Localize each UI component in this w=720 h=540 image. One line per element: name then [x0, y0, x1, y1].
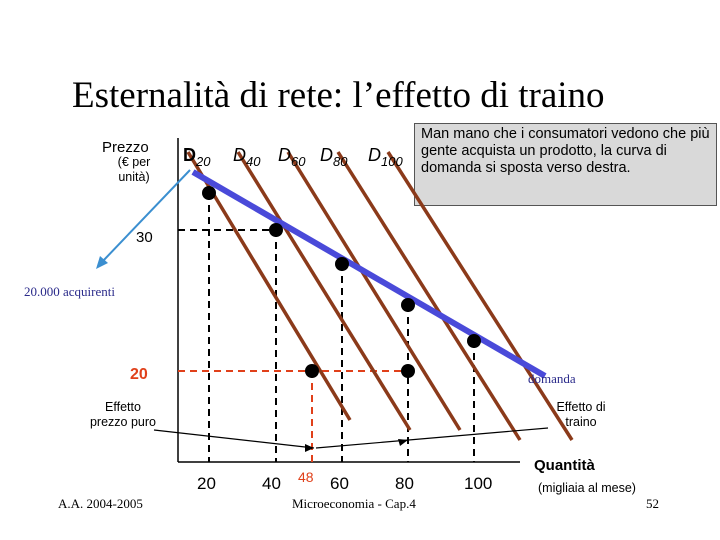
label-d20: D20 — [183, 145, 211, 169]
demand-curve-d60 — [286, 151, 462, 431]
bandwagon-effect-line — [315, 427, 549, 449]
slide-title: Esternalità di rete: l’effetto di traino — [72, 75, 605, 116]
demand-curve-d100 — [386, 151, 574, 441]
pure-price-effect-label: Effetto prezzo puro — [89, 400, 156, 429]
pure-effect-arrowhead — [305, 444, 314, 452]
market-demand-curve — [191, 169, 547, 379]
label-d80: D80 — [320, 145, 348, 169]
label-d60: D60 — [278, 145, 306, 169]
demand-curve-d40 — [236, 151, 412, 431]
point-d80 — [401, 298, 415, 312]
x-tick-60: 60 — [330, 474, 349, 493]
bandwagon-effect-label: Effetto di traino — [556, 400, 606, 429]
demand-curve-d20 — [186, 151, 352, 421]
label-d40: D40 — [233, 145, 261, 169]
x-axis-label: Quantità — [534, 457, 595, 474]
x-axis-unit: (migliaia al mese) — [538, 481, 636, 495]
point-d100 — [467, 334, 481, 348]
y-axis-label: Prezzo — [102, 139, 149, 156]
footer-course-year: A.A. 2004-2005 — [58, 496, 143, 511]
y-tick-30: 30 — [136, 229, 153, 246]
x-tick-48: 48 — [298, 469, 314, 485]
buyers-label: 20.000 acquirenti — [24, 284, 115, 299]
demand-curve-d80 — [336, 151, 522, 441]
demand-label: domanda — [528, 371, 576, 386]
x-tick-80: 80 — [395, 474, 414, 493]
footer-chapter: Microeconomia - Cap.4 — [292, 496, 416, 511]
label-d100: D100 — [368, 145, 403, 169]
pure-effect-line — [153, 429, 315, 449]
x-tick-20: 20 — [197, 474, 216, 493]
arrow-line — [101, 169, 191, 263]
point-d40 — [269, 223, 283, 237]
point-80-20 — [401, 364, 415, 378]
page-number: 52 — [646, 496, 659, 511]
point-d60 — [335, 257, 349, 271]
arrow-head — [96, 256, 108, 269]
y-tick-20: 20 — [130, 366, 148, 383]
x-tick-100: 100 — [464, 474, 492, 493]
point-d20 — [202, 186, 216, 200]
note-box: Man mano che i consumatori vedono che pi… — [414, 123, 717, 206]
point-48-20 — [305, 364, 319, 378]
bandwagon-effect-arrowhead — [398, 439, 408, 446]
x-tick-40: 40 — [262, 474, 281, 493]
y-axis-unit: (€ per unità) — [117, 155, 151, 184]
